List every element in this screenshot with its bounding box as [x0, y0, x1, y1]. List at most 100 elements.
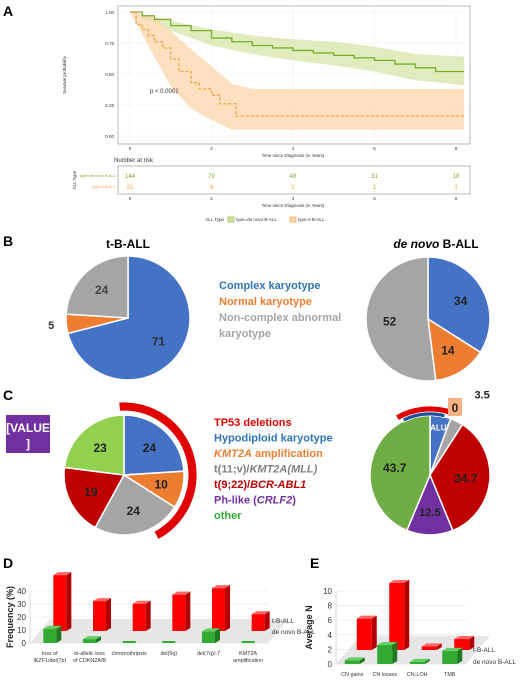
- zero-label: 0: [452, 401, 459, 415]
- category-label: del(7q)/-7: [197, 651, 220, 657]
- legend-c-text: Hypodiploid karyotype: [214, 433, 333, 445]
- legend-c-text: Ph-like (: [214, 495, 257, 507]
- km-curve-t-b-all: [130, 11, 465, 117]
- series-label-de-novo: de novo B-ALL: [272, 629, 315, 636]
- bar-de-novo-top: [83, 636, 101, 640]
- bar-t-b-all: [389, 582, 405, 650]
- panel-label-e: E: [310, 555, 319, 571]
- pie-slice-label: [VALUE]: [423, 424, 455, 433]
- bar-t-b-all-top: [132, 600, 151, 604]
- panel-label-c: C: [3, 387, 13, 403]
- risk-x-label: Time since Diagnosis (in Years): [262, 203, 325, 208]
- y-axis-label: Average N: [304, 605, 314, 649]
- bar-t-b-all: [454, 639, 470, 650]
- bar-t-b-all-side: [225, 585, 230, 631]
- risk-count: 48: [290, 174, 297, 180]
- bar-t-b-all-top: [212, 585, 230, 589]
- pie-slice-label: 24: [143, 441, 157, 455]
- risk-count: 3: [291, 185, 295, 191]
- legend-c-text: TP53 deletions: [214, 417, 292, 429]
- legend-c-text: BCR-ABL1: [250, 479, 306, 491]
- bar-t-b-all-top: [454, 636, 475, 640]
- risk-count: 144: [125, 174, 136, 180]
- bar-t-b-all-top: [251, 611, 270, 615]
- pie-c-t-b-all: 24 10 24 19 23: [63, 401, 198, 540]
- category-label: of CDKN2A/B: [73, 658, 106, 664]
- pie-slice-label: 43.7: [383, 461, 407, 475]
- km-legend-swatch: [289, 216, 297, 223]
- pie-slice-label: 19: [84, 485, 98, 499]
- y-tick-label: 20: [17, 613, 26, 622]
- legend-c-text: KMT2A(MLL): [249, 464, 317, 476]
- legend-c-text: t(11;v)/: [214, 464, 249, 476]
- risk-x-tick: 8: [455, 196, 458, 201]
- category-label: bi-allelic loss: [74, 651, 105, 657]
- bar-t-b-all-side: [404, 579, 410, 650]
- bar-de-novo: [377, 645, 393, 664]
- risk-count: 79: [208, 174, 215, 180]
- km-legend-swatch: [227, 216, 235, 223]
- pie-slice: [67, 255, 191, 381]
- bar-de-novo: [241, 641, 255, 643]
- bar-de-novo: [344, 660, 360, 664]
- pie-slice-label: 71: [152, 335, 166, 349]
- bar-de-novo: [409, 661, 425, 664]
- p-value: p < 0.0001: [150, 89, 179, 95]
- y-tick-label: 0.00: [105, 134, 114, 139]
- bar-t-b-all: [132, 603, 146, 631]
- risk-count: 21: [127, 185, 134, 191]
- panel-label-b: B: [3, 233, 13, 249]
- bar-t-b-all: [356, 618, 372, 650]
- y-tick-label: 0.50: [105, 72, 114, 77]
- bar-t-b-all-side: [106, 598, 111, 631]
- risk-table-title: Number at risk: [114, 158, 154, 164]
- pie-slice-label: 24: [127, 504, 141, 518]
- risk-count: 31: [371, 174, 378, 180]
- km-legend-item: type=t-B-ALL: [298, 217, 325, 222]
- pie-slice-label: 12.5: [419, 507, 440, 519]
- y-tick-label: 0.25: [105, 103, 114, 108]
- tp53-arc: [118, 401, 198, 540]
- legend-c: TP53 deletions Hypodiploid karyotype KMT2A…: [214, 417, 333, 522]
- bar-de-novo-side: [96, 636, 101, 643]
- legend-c-text: ): [292, 495, 296, 507]
- bar-de-novo: [122, 641, 136, 643]
- pie-slice-label: 23: [94, 441, 108, 455]
- risk-row-label: type=de novo B-ALL: [80, 173, 117, 178]
- y-axis-label: Survival probability: [62, 55, 67, 94]
- bar-de-novo: [442, 650, 458, 664]
- legend-b-noncomplex-2: karyotype: [219, 328, 271, 340]
- bar-de-novo: [162, 641, 176, 643]
- pie-t-b-all: 71 5 24: [48, 255, 191, 381]
- legend-c-item: TP53 deletions: [214, 417, 292, 429]
- pie-slice: [94, 473, 176, 536]
- bar-de-novo-top: [442, 647, 463, 651]
- callout-text-tail: ]: [26, 437, 30, 451]
- legend-b-normal: Normal karyotype: [219, 296, 312, 308]
- y-tick-label: 1.00: [105, 10, 114, 15]
- series-label-t-b-all: t-B-ALL: [473, 647, 495, 654]
- bar-chart-e: 0 2 4 6 8 10 Average N CN gains CN losses CN-LOH T…: [304, 579, 516, 678]
- panel-label-d: D: [3, 555, 13, 571]
- legend-c-text: other: [214, 510, 242, 522]
- bar-t-b-all: [172, 594, 186, 631]
- pie-slice-label: 14: [441, 343, 455, 357]
- legend-c-text: CRLF2: [257, 495, 292, 507]
- y-tick-label: 0.75: [105, 41, 114, 46]
- risk-x-tick: 0: [129, 196, 132, 201]
- legend-c-item: t(9;22)/BCR-ABL1: [214, 479, 306, 491]
- bar-t-b-all-side: [145, 600, 151, 631]
- series-label-de-novo: de novo B-ALL: [473, 659, 516, 666]
- legend-c-text: amplification: [252, 448, 323, 460]
- bar-de-novo-top: [377, 642, 398, 646]
- callout-text: [VALUE: [6, 421, 50, 435]
- legend-c-text: t(9;22)/: [214, 479, 250, 491]
- pie-slice-label: 3.5: [474, 389, 489, 401]
- bar-t-b-all-top: [356, 615, 377, 619]
- bar-t-b-all: [53, 575, 67, 631]
- y-tick-label: 8: [328, 602, 333, 611]
- risk-row-label: type=t-B-ALL: [93, 184, 117, 189]
- series-label-t-b-all: t-B-ALL: [272, 618, 294, 625]
